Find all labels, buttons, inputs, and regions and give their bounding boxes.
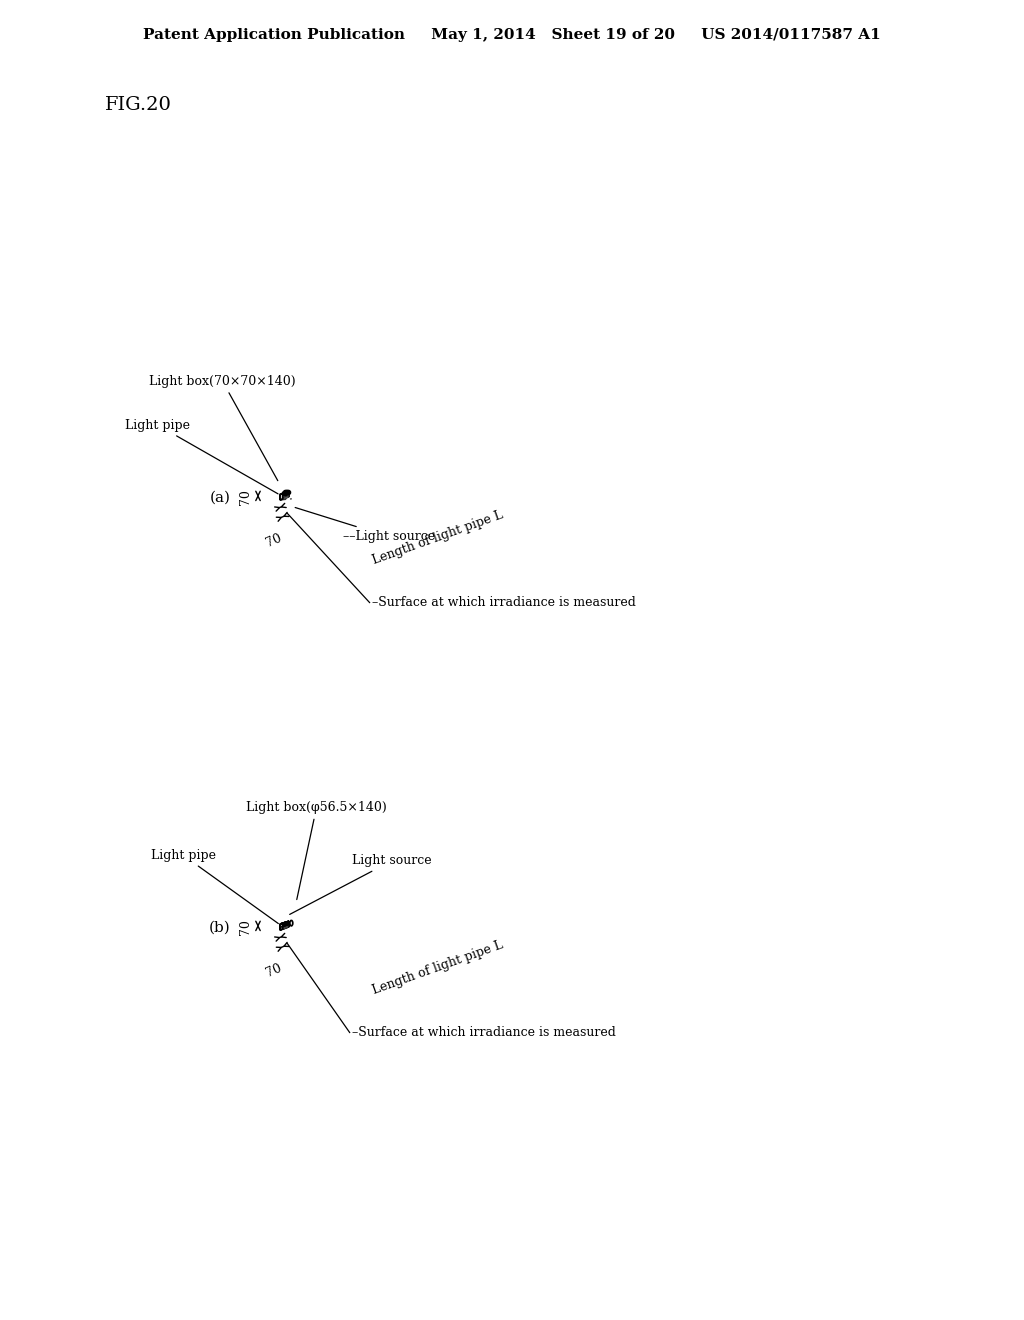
Text: –Surface at which irradiance is measured: –Surface at which irradiance is measured xyxy=(372,597,636,610)
Text: –Surface at which irradiance is measured: –Surface at which irradiance is measured xyxy=(352,1027,615,1040)
Text: 70: 70 xyxy=(263,532,284,549)
Polygon shape xyxy=(280,494,283,500)
Text: Light pipe: Light pipe xyxy=(126,418,279,494)
Text: Light pipe: Light pipe xyxy=(151,849,279,924)
Polygon shape xyxy=(280,924,283,931)
Text: Light source: Light source xyxy=(290,854,432,915)
Text: 70: 70 xyxy=(263,961,284,979)
Text: FIG.20: FIG.20 xyxy=(105,96,172,114)
Text: Light box(φ56.5×140): Light box(φ56.5×140) xyxy=(246,801,387,899)
Text: Light box(70×70×140): Light box(70×70×140) xyxy=(150,375,296,480)
Text: 70: 70 xyxy=(240,490,253,506)
Text: (a): (a) xyxy=(210,490,230,504)
Text: 70: 70 xyxy=(240,919,253,936)
Text: Patent Application Publication     May 1, 2014   Sheet 19 of 20     US 2014/0117: Patent Application Publication May 1, 20… xyxy=(143,28,881,42)
Text: Length of light pipe L: Length of light pipe L xyxy=(371,939,505,997)
Polygon shape xyxy=(280,924,283,931)
Text: Length of light pipe L: Length of light pipe L xyxy=(371,508,505,566)
Text: ––Light source: ––Light source xyxy=(295,507,434,543)
Text: (b): (b) xyxy=(209,920,230,935)
Ellipse shape xyxy=(290,920,293,925)
